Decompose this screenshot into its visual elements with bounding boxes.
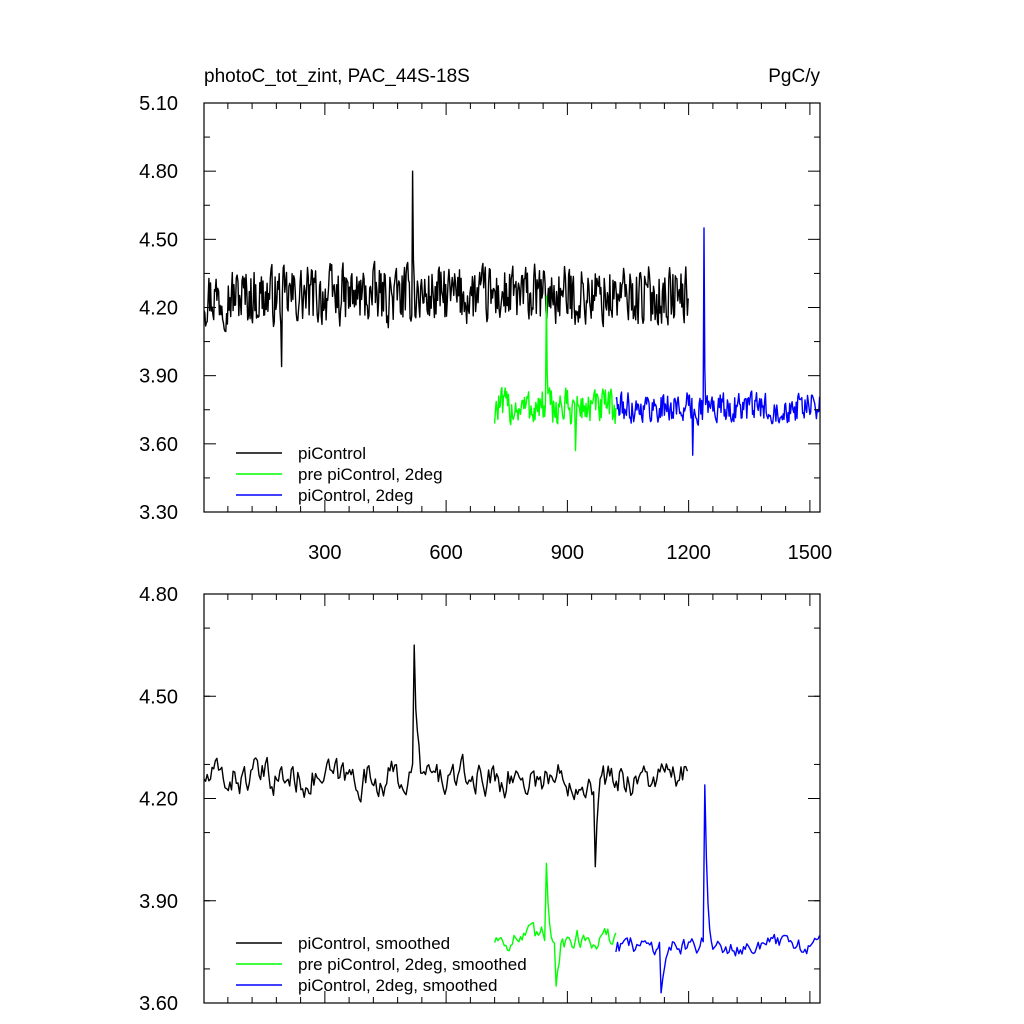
y-tick-label: 3.90	[139, 891, 178, 913]
legend: piControl pre piControl, 2deg piControl, 2…	[236, 444, 443, 505]
x-tick-label: 300	[308, 542, 341, 564]
plot-frame	[203, 593, 821, 1004]
y-tick-label: 4.50	[139, 229, 178, 251]
y-tick-label: 4.20	[139, 298, 178, 320]
y-tick-label: 4.20	[139, 789, 178, 811]
series-line	[615, 227, 821, 456]
x-tick-label: 600	[429, 542, 462, 564]
series-layer	[203, 170, 821, 456]
x-tick-label: 1200	[666, 542, 711, 564]
series-line	[203, 170, 689, 368]
legend-label: piControl, 2deg	[298, 486, 413, 505]
series-layer	[203, 644, 821, 994]
legend-label: piControl, 2deg, smoothed	[298, 976, 497, 995]
series-line	[615, 784, 821, 994]
series-line	[203, 644, 689, 868]
x-tick-label: 900	[551, 542, 584, 564]
y-tick-label: 5.10	[139, 93, 178, 115]
y-tick-label: 4.80	[139, 584, 178, 606]
legend-label: pre piControl, 2deg	[298, 465, 443, 484]
y-tick-label: 3.60	[139, 434, 178, 456]
y-tick-label: 3.90	[139, 366, 178, 388]
bottom-panel: 3.60 3.90 4.20 4.50 4.80 piControl, smoothed…	[139, 584, 821, 1015]
y-tick-label: 3.60	[139, 993, 178, 1015]
plot-frame	[203, 102, 821, 513]
legend: piControl, smoothed pre piControl, 2deg, …	[236, 934, 527, 995]
tick-layer: 3.60 3.90 4.20 4.50 4.80	[139, 584, 820, 1015]
x-tick-label: 1500	[788, 542, 833, 564]
y-tick-label: 4.80	[139, 161, 178, 183]
units-label: PgC/y	[768, 66, 820, 87]
legend-label: piControl, smoothed	[298, 934, 450, 953]
top-panel: photoC_tot_zint, PAC_44S-18S PgC/y 3.303…	[139, 66, 832, 564]
legend-label: piControl	[298, 444, 366, 463]
y-tick-label: 3.30	[139, 502, 178, 524]
series-line	[493, 862, 617, 987]
legend-label: pre piControl, 2deg, smoothed	[298, 955, 527, 974]
chart-title: photoC_tot_zint, PAC_44S-18S	[204, 66, 470, 87]
series-line	[493, 295, 617, 452]
y-tick-label: 4.50	[139, 686, 178, 708]
tick-layer: 3.30 3.60 3.90 4.20 4.50 4.80 5.10 300 600 900 120…	[139, 93, 832, 564]
